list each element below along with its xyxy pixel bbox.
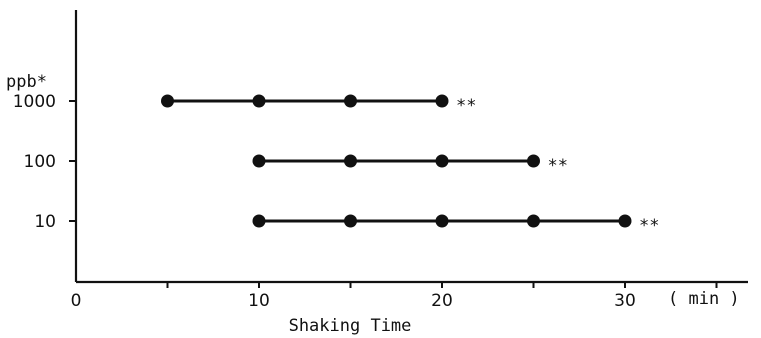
y-tick-label-1000: 1000: [13, 92, 56, 112]
annotation-1000: **: [456, 96, 476, 116]
axes: [74, 10, 748, 284]
data-point-10-30: [618, 214, 632, 228]
data-point-100-20: [435, 154, 449, 168]
annotation-100: **: [548, 156, 568, 176]
series-100: **: [252, 154, 568, 176]
y-axis-title: ppb*: [6, 72, 47, 92]
series-1000: **: [161, 94, 476, 116]
data-point-100-15: [344, 154, 357, 168]
data-point-10-20: [435, 214, 449, 228]
data-point-1000-10: [252, 94, 266, 108]
y-tick-labels: 1000 100 10: [13, 92, 56, 232]
tick-marks: [69, 100, 718, 288]
data-point-10-10: [252, 214, 266, 228]
x-axis-title: Shaking Time: [289, 316, 412, 336]
annotation-10: **: [639, 216, 659, 236]
x-tick-label-0: 0: [71, 291, 82, 311]
y-tick-label-10: 10: [34, 212, 56, 232]
x-tick-label-10: 10: [248, 291, 270, 311]
data-point-1000-15: [344, 94, 357, 108]
x-axis-unit: ( min ): [668, 289, 740, 309]
data-point-10-25: [527, 214, 540, 228]
series-group: ** ** **: [161, 94, 659, 236]
data-point-100-25: [527, 154, 540, 168]
x-tick-labels: 0 10 20 30: [71, 291, 636, 311]
series-10: **: [252, 214, 659, 236]
y-tick-label-100: 100: [24, 152, 56, 172]
x-tick-label-20: 20: [431, 291, 453, 311]
data-point-100-10: [252, 154, 266, 168]
data-point-1000-20: [435, 94, 449, 108]
x-tick-label-30: 30: [614, 291, 636, 311]
data-point-10-15: [344, 214, 357, 228]
data-point-1000-5: [161, 94, 174, 108]
